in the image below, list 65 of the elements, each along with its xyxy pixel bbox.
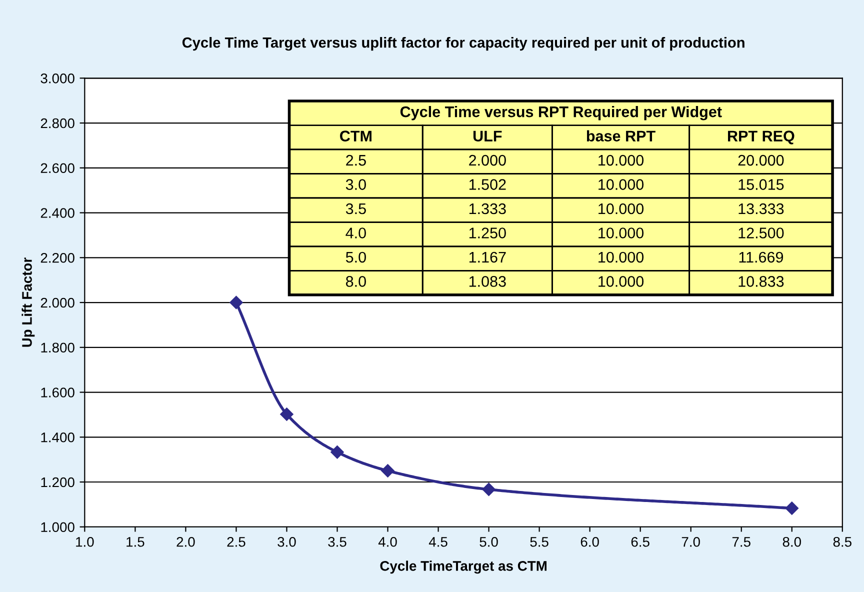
annotation: 10.000 xyxy=(598,154,644,166)
x-tick-label: 4.5 xyxy=(428,537,448,547)
annotation: 1.333 xyxy=(469,203,506,214)
y-tick-label: 1.600 xyxy=(41,388,74,398)
y-tick-label: 3.000 xyxy=(40,73,74,84)
y-tick-label: 2.400 xyxy=(40,208,74,218)
annotation: 3.0 xyxy=(346,179,366,190)
x-tick-label: 2.5 xyxy=(227,536,246,547)
x-tick-label: 5.0 xyxy=(480,536,498,547)
x-tick-label: 5.5 xyxy=(530,537,548,547)
annotation: 15.015 xyxy=(738,179,784,190)
y-tick-label: 1.000 xyxy=(41,522,74,532)
annotation: 20.000 xyxy=(738,154,784,166)
chart-title: Cycle Time Target versus uplift factor for capacity required per unit of production xyxy=(182,37,744,51)
annotation: 11.669 xyxy=(739,252,784,263)
point xyxy=(330,446,344,459)
annotation: 3.5 xyxy=(346,203,366,214)
y-tick-label: 2.600 xyxy=(40,163,74,174)
y-axis-title: Up Lift Factor xyxy=(22,258,35,347)
y-tick-label: 2.000 xyxy=(40,298,74,308)
x-tick-label: 8.5 xyxy=(833,536,852,547)
annotation: CTM xyxy=(340,130,372,142)
y-tick-label: 1.800 xyxy=(41,342,74,353)
annotation: 5.0 xyxy=(346,252,366,263)
point xyxy=(482,482,496,496)
annotation: 12.500 xyxy=(738,228,784,238)
annotation: ULF xyxy=(473,130,502,142)
annotation: 2.5 xyxy=(346,154,366,166)
annotation: 4.0 xyxy=(346,228,366,238)
annotation: 10.000 xyxy=(598,228,644,238)
annotation: 1.250 xyxy=(469,228,506,238)
x-tick-label: 2.0 xyxy=(176,536,195,547)
annotation: 13.333 xyxy=(738,203,784,214)
annotation: 10.000 xyxy=(598,252,644,263)
x-tick-label: 7.0 xyxy=(682,536,700,547)
annotation: 8.0 xyxy=(346,276,366,287)
annotation: 10.000 xyxy=(598,179,644,190)
x-tick-label: 7.5 xyxy=(732,537,750,547)
x-tick-label: 4.0 xyxy=(378,536,397,547)
point xyxy=(280,408,294,421)
annotation: 10.833 xyxy=(738,276,784,287)
annotation: 2.000 xyxy=(469,154,506,166)
point xyxy=(230,296,243,310)
x-axis-title: Cycle TimeTarget as CTM xyxy=(380,560,546,574)
annotation: 10.000 xyxy=(598,203,644,214)
x-tick-label: 1.5 xyxy=(126,537,144,547)
point xyxy=(785,502,798,515)
x-tick-label: 3.5 xyxy=(328,536,346,547)
x-tick-label: 8.0 xyxy=(782,536,801,547)
y-tick-label: 1.400 xyxy=(41,432,74,442)
annotation: 10.000 xyxy=(598,276,644,287)
x-tick-label: 6.5 xyxy=(631,536,650,547)
annotation: 1.167 xyxy=(469,252,506,263)
x-tick-label: 1.0 xyxy=(76,536,94,547)
point xyxy=(381,464,394,478)
y-tick-label: 2.200 xyxy=(40,252,74,263)
y-tick-label: 2.800 xyxy=(40,118,74,128)
annotation: Cycle Time versus RPT Required per Widget xyxy=(400,106,722,120)
x-tick-label: 6.0 xyxy=(580,536,599,547)
y-tick-label: 1.200 xyxy=(41,477,74,488)
x-tick-label: 3.0 xyxy=(278,536,296,547)
annotation: 1.083 xyxy=(469,276,506,287)
annotation: RPT REQ xyxy=(728,130,794,144)
annotation: 1.502 xyxy=(469,179,506,190)
annotation: base RPT xyxy=(586,130,656,142)
